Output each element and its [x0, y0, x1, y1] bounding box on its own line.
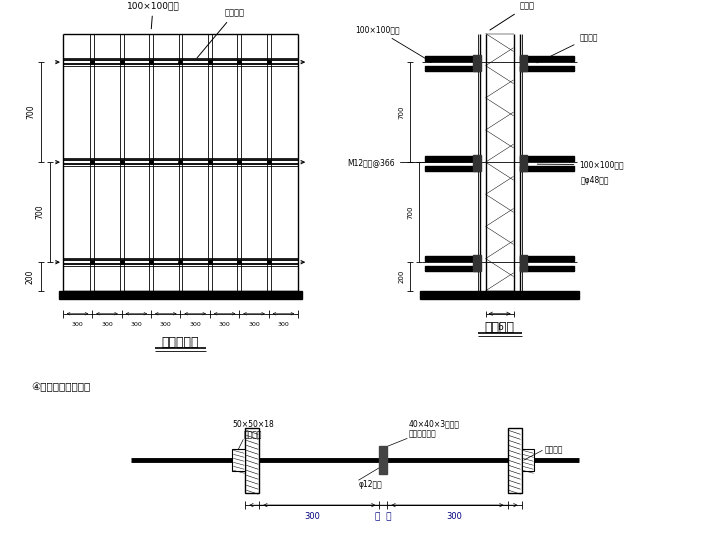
Bar — [425, 266, 479, 271]
Text: 300: 300 — [305, 512, 320, 521]
Bar — [425, 156, 479, 161]
Bar — [520, 256, 575, 261]
Text: 700: 700 — [35, 205, 44, 220]
Text: 300: 300 — [278, 321, 289, 326]
Text: 300: 300 — [130, 321, 142, 326]
Bar — [59, 291, 302, 298]
Bar — [425, 66, 479, 71]
Text: 700: 700 — [407, 206, 414, 219]
Text: 200: 200 — [26, 269, 35, 284]
Text: φ12螺栓: φ12螺栓 — [358, 480, 382, 489]
Bar — [472, 155, 481, 171]
Text: b: b — [497, 323, 503, 332]
Text: M12螺栓@366: M12螺栓@366 — [348, 158, 472, 167]
Text: 胶合板: 胶合板 — [490, 2, 534, 30]
Text: 墙  厚: 墙 厚 — [375, 512, 392, 521]
Bar — [419, 291, 580, 298]
Text: 300: 300 — [248, 321, 260, 326]
Text: 木垫垫片: 木垫垫片 — [244, 430, 262, 440]
Bar — [520, 255, 527, 271]
Text: 墙体模板: 墙体模板 — [544, 446, 563, 455]
Bar — [520, 55, 527, 71]
Bar — [425, 256, 479, 261]
Text: 700: 700 — [399, 105, 405, 119]
Bar — [379, 446, 388, 474]
Text: 300: 300 — [72, 321, 83, 326]
Bar — [520, 56, 575, 61]
Text: 40×40×3止水片: 40×40×3止水片 — [408, 419, 460, 428]
Bar — [520, 155, 527, 171]
Text: 100×100木枋: 100×100木枋 — [537, 160, 624, 169]
Text: 300: 300 — [160, 321, 171, 326]
Text: 300: 300 — [446, 512, 462, 521]
Bar — [522, 449, 534, 472]
Text: ④止水螺栓示意图：: ④止水螺栓示意图： — [31, 382, 90, 393]
Bar — [508, 428, 522, 493]
Text: 拉紧扣件: 拉紧扣件 — [197, 8, 245, 58]
Text: 墙剖面图: 墙剖面图 — [484, 321, 515, 334]
Text: 50×50×18: 50×50×18 — [233, 421, 274, 430]
Bar — [425, 56, 479, 61]
Text: 300: 300 — [190, 321, 201, 326]
Text: 墙模立面图: 墙模立面图 — [161, 335, 200, 349]
Bar — [520, 166, 575, 171]
Text: 100×100木枋: 100×100木枋 — [127, 2, 179, 29]
Bar — [245, 428, 259, 493]
Text: 200: 200 — [399, 270, 405, 283]
Text: 及φ48钢管: 及φ48钢管 — [580, 176, 609, 185]
Bar — [472, 55, 481, 71]
Bar — [233, 449, 245, 472]
Bar — [520, 66, 575, 71]
Bar — [472, 255, 481, 271]
Text: 100×100木枋: 100×100木枋 — [355, 25, 431, 62]
Text: 300: 300 — [101, 321, 113, 326]
Text: 300: 300 — [219, 321, 231, 326]
Text: （双面满焊）: （双面满焊） — [408, 430, 436, 438]
Text: 700: 700 — [26, 105, 35, 119]
Bar — [520, 266, 575, 271]
Bar — [520, 156, 575, 161]
Text: 拉紧扣件: 拉紧扣件 — [537, 33, 598, 63]
Bar — [425, 166, 479, 171]
